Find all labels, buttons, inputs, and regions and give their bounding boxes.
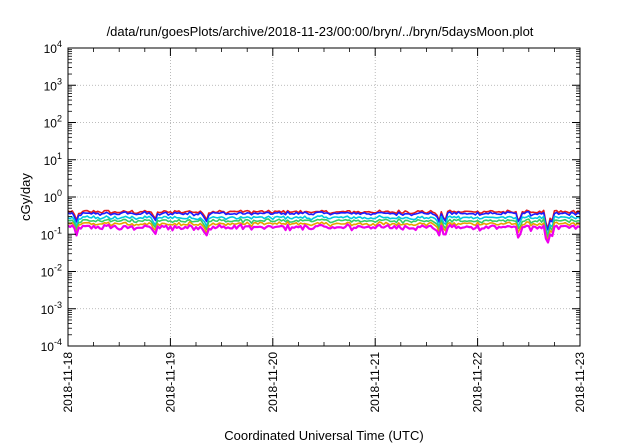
y-tick-label: 10-3 — [41, 300, 62, 317]
y-tick-label: 100 — [44, 188, 62, 205]
series-line — [67, 218, 581, 239]
y-tick-exponent: 1 — [57, 151, 62, 161]
series-group — [67, 209, 581, 244]
series-line — [67, 210, 581, 231]
x-tick-label: 2018-11-22 — [471, 352, 485, 413]
y-axis-label: cGy/day — [18, 173, 33, 221]
x-tick-labels: 2018-11-18 2018-11-19 2018-11-20 2018-11-21… — [61, 352, 587, 413]
y-tick-exponent: 4 — [57, 39, 62, 49]
y-tick-exponent: -4 — [54, 337, 62, 347]
y-tick-label: 10-4 — [41, 337, 62, 354]
x-tick-label: 2018-11-20 — [266, 352, 280, 413]
y-tick-exponent: -3 — [54, 300, 62, 310]
x-tick-label: 2018-11-23 — [573, 352, 587, 413]
series-line — [67, 223, 581, 244]
y-tick-exponent: 0 — [57, 188, 62, 198]
x-axis-label: Coordinated Universal Time (UTC) — [224, 428, 423, 443]
ticks — [67, 47, 581, 347]
y-tick-exponent: -2 — [54, 263, 62, 273]
y-tick-label: 102 — [44, 114, 62, 131]
y-tick-exponent: 3 — [57, 76, 62, 86]
chart-title: /data/run/goesPlots/archive/2018-11-23/0… — [107, 24, 534, 39]
y-tick-label: 104 — [44, 39, 62, 56]
y-tick-label: 10-2 — [41, 263, 62, 280]
x-tick-label: 2018-11-18 — [61, 352, 75, 413]
grid — [68, 48, 580, 346]
y-tick-label: 103 — [44, 76, 62, 93]
series-line — [67, 209, 581, 230]
y-tick-label: 101 — [44, 151, 62, 168]
y-tick-label: 10-1 — [41, 225, 62, 242]
y-tick-exponent: 2 — [57, 114, 62, 124]
y-tick-exponent: -1 — [54, 225, 62, 235]
x-tick-label: 2018-11-21 — [368, 352, 382, 413]
series-line — [67, 221, 581, 242]
series-line — [67, 214, 581, 236]
x-tick-label: 2018-11-19 — [163, 352, 177, 413]
